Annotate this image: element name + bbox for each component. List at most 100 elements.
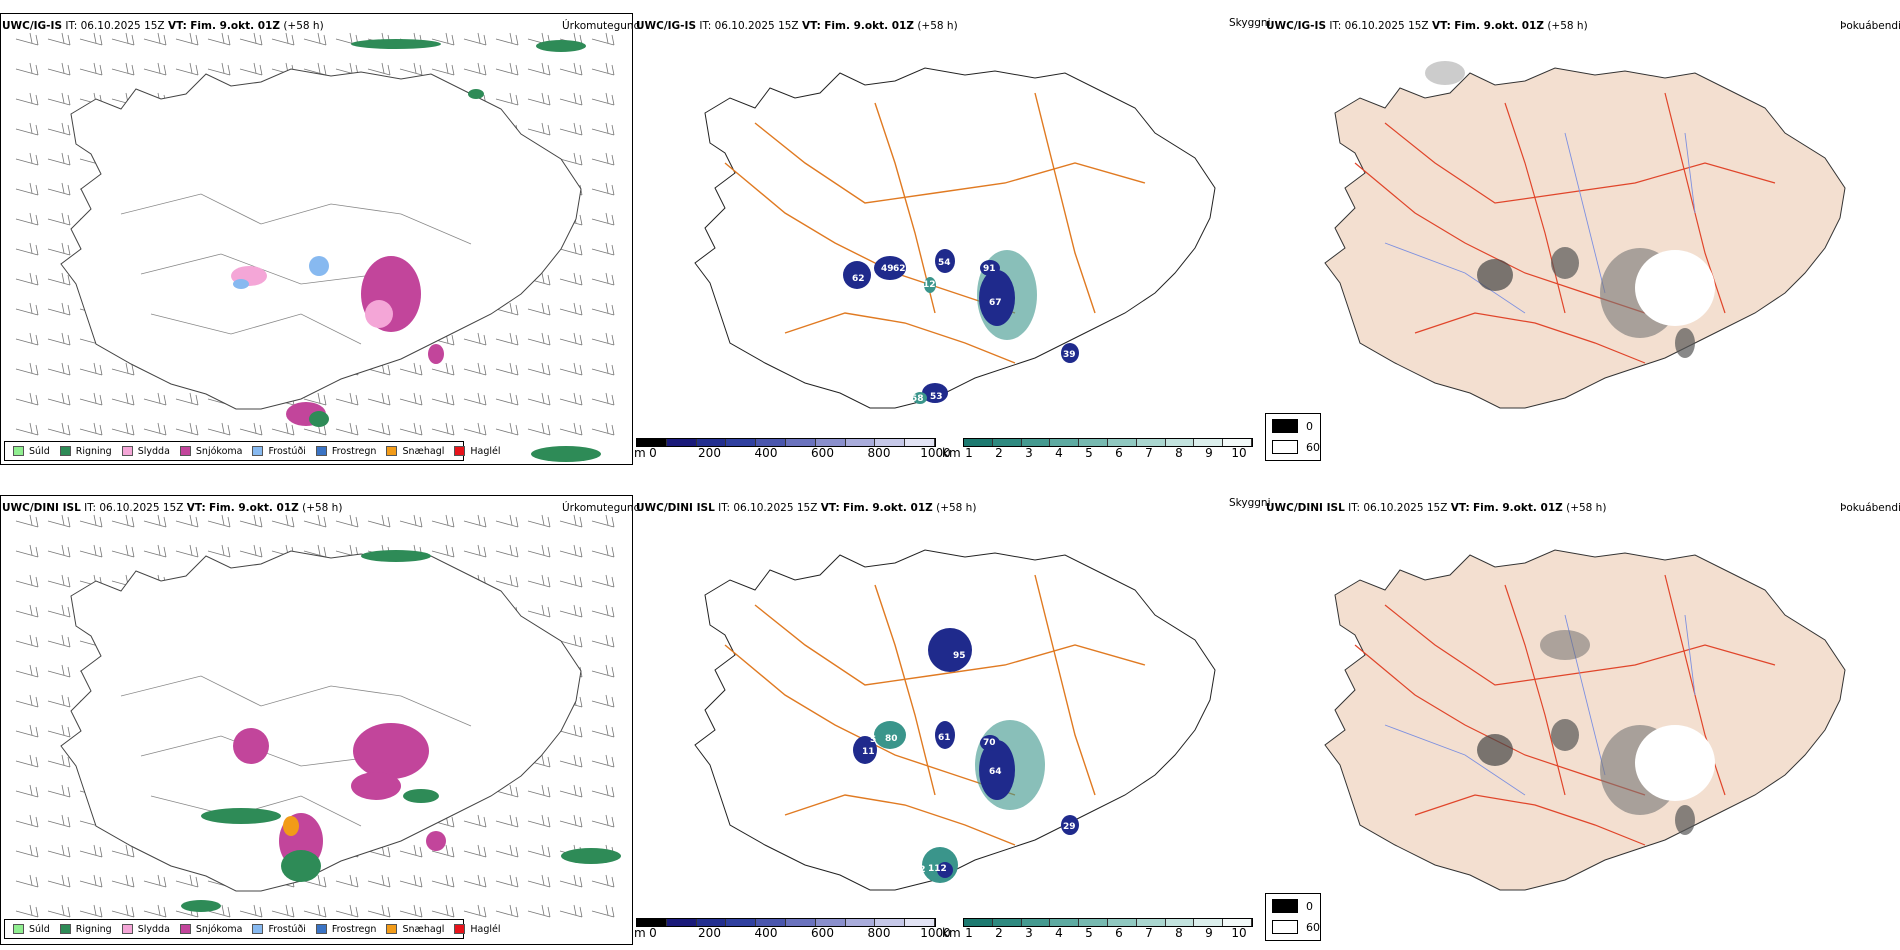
wind-barb bbox=[15, 62, 39, 76]
wind-barb bbox=[47, 664, 71, 678]
fog-panel-row1 bbox=[1265, 13, 1900, 465]
legend-label: Rigning bbox=[75, 923, 112, 935]
wind-barb bbox=[335, 904, 359, 918]
wind-barb bbox=[15, 422, 39, 436]
wind-barb bbox=[15, 302, 39, 316]
wind-barb bbox=[111, 844, 135, 858]
wind-barb bbox=[399, 844, 423, 858]
wind-barb bbox=[591, 604, 615, 618]
wind-barb bbox=[15, 604, 39, 618]
vis-label: 82 bbox=[913, 865, 926, 875]
colorbar-cell bbox=[696, 919, 727, 926]
wind-barb bbox=[367, 62, 391, 76]
colorbar-tick: 200 bbox=[698, 926, 721, 940]
fog-map-row1 bbox=[1324, 61, 1846, 409]
colorbar-tick: 4 bbox=[1055, 446, 1063, 460]
visibility-map-row2: 95 61 5 80 11 70 64 29 82 112 bbox=[694, 549, 1216, 891]
wind-barb bbox=[591, 272, 615, 286]
wind-barb bbox=[175, 422, 199, 436]
legend-label: Snæhagl bbox=[402, 923, 445, 935]
colorbar-tick: 9 bbox=[1205, 926, 1213, 940]
wind-barb bbox=[495, 784, 519, 798]
wind-barb bbox=[79, 514, 103, 528]
colorbar-tick: 600 bbox=[811, 446, 834, 460]
legend-swatch bbox=[315, 924, 327, 934]
vis-label: 39 bbox=[1063, 350, 1076, 360]
wind-barb bbox=[15, 724, 39, 738]
wind-barb bbox=[463, 904, 487, 918]
wind-barb bbox=[431, 392, 455, 406]
wind-barb bbox=[111, 422, 135, 436]
legend-item: Haglél bbox=[454, 446, 501, 457]
wind-barb bbox=[559, 392, 583, 406]
vis-label: 58 bbox=[911, 394, 924, 404]
vis-label: 67 bbox=[989, 298, 1002, 308]
wind-barb bbox=[591, 302, 615, 316]
wind-barb bbox=[591, 182, 615, 196]
wind-barb bbox=[399, 362, 423, 376]
colorbar-cell bbox=[1021, 919, 1051, 926]
colorbar-cell bbox=[1136, 919, 1166, 926]
wind-barb bbox=[591, 32, 615, 46]
wind-barb bbox=[463, 392, 487, 406]
vis-label: 91 bbox=[983, 264, 996, 274]
legend-label: Súld bbox=[29, 445, 50, 457]
colorbar-tick: 1000 bbox=[920, 926, 951, 940]
wind-barb bbox=[591, 874, 615, 888]
colorbar-tick: 1000 bbox=[920, 446, 951, 460]
vis-label: 54 bbox=[938, 258, 951, 268]
wind-barb bbox=[207, 514, 231, 528]
wind-barb bbox=[47, 814, 71, 828]
wind-barb bbox=[303, 32, 327, 46]
wind-barb bbox=[79, 874, 103, 888]
fog-legend-row2: 0 60 bbox=[1265, 893, 1321, 941]
wind-barb bbox=[463, 814, 487, 828]
colorbar-cell bbox=[905, 919, 935, 926]
legend-item: Haglél bbox=[454, 924, 501, 935]
wind-barb bbox=[591, 62, 615, 76]
colorbar-tick: 5 bbox=[1085, 926, 1093, 940]
wind-barb bbox=[495, 422, 519, 436]
wind-barb bbox=[559, 574, 583, 588]
wind-barb bbox=[527, 874, 551, 888]
fog-type-label-row2: Þokuábendi bbox=[1840, 502, 1900, 514]
wind-barb bbox=[495, 814, 519, 828]
wind-barb bbox=[143, 392, 167, 406]
wind-barb bbox=[15, 362, 39, 376]
colorbar-tick: 3 bbox=[1025, 446, 1033, 460]
wind-barb bbox=[495, 574, 519, 588]
wind-barb bbox=[207, 904, 231, 918]
wind-barb bbox=[143, 544, 167, 558]
wind-barb bbox=[15, 784, 39, 798]
wind-barb bbox=[527, 814, 551, 828]
wind-barb bbox=[15, 574, 39, 588]
legend-item: Frostregn bbox=[315, 924, 376, 935]
colorbar-tick: 7 bbox=[1145, 446, 1153, 460]
wind-barb bbox=[399, 62, 423, 76]
wind-barb bbox=[431, 544, 455, 558]
precip-map-row2 bbox=[15, 514, 621, 918]
colorbar-cell bbox=[666, 919, 697, 926]
visibility-panel-row1: 49 62 62 54 12 91 67 39 58 53 11 3 bbox=[635, 13, 1263, 465]
wind-barb bbox=[591, 514, 615, 528]
wind-barb bbox=[47, 302, 71, 316]
legend-item: Snjókoma bbox=[179, 924, 242, 935]
colorbar-tick: 9 bbox=[1205, 446, 1213, 460]
wind-barb bbox=[47, 724, 71, 738]
wind-barb bbox=[47, 514, 71, 528]
wind-barb bbox=[207, 544, 231, 558]
wind-barb bbox=[591, 152, 615, 166]
visibility-panel-row2: 95 61 5 80 11 70 64 29 82 112 bbox=[635, 495, 1263, 945]
wind-barb bbox=[591, 724, 615, 738]
colorbar-tick: 10 bbox=[1231, 926, 1247, 940]
title-precip-row2: UWC/DINI ISL IT: 06.10.2025 15Z VT: Fim.… bbox=[2, 502, 343, 514]
legend-item: Rigning bbox=[59, 446, 112, 457]
wind-barb bbox=[527, 574, 551, 588]
vis-colorbar-row2: km 1 2 3 4 5 6 7 8 9 10 bbox=[942, 914, 1262, 946]
wind-barb bbox=[47, 874, 71, 888]
wind-barb bbox=[175, 544, 199, 558]
colorbar-cell bbox=[756, 439, 786, 446]
wind-barb bbox=[15, 152, 39, 166]
legend-swatch bbox=[59, 924, 71, 934]
colorbar-cell bbox=[1079, 919, 1108, 926]
